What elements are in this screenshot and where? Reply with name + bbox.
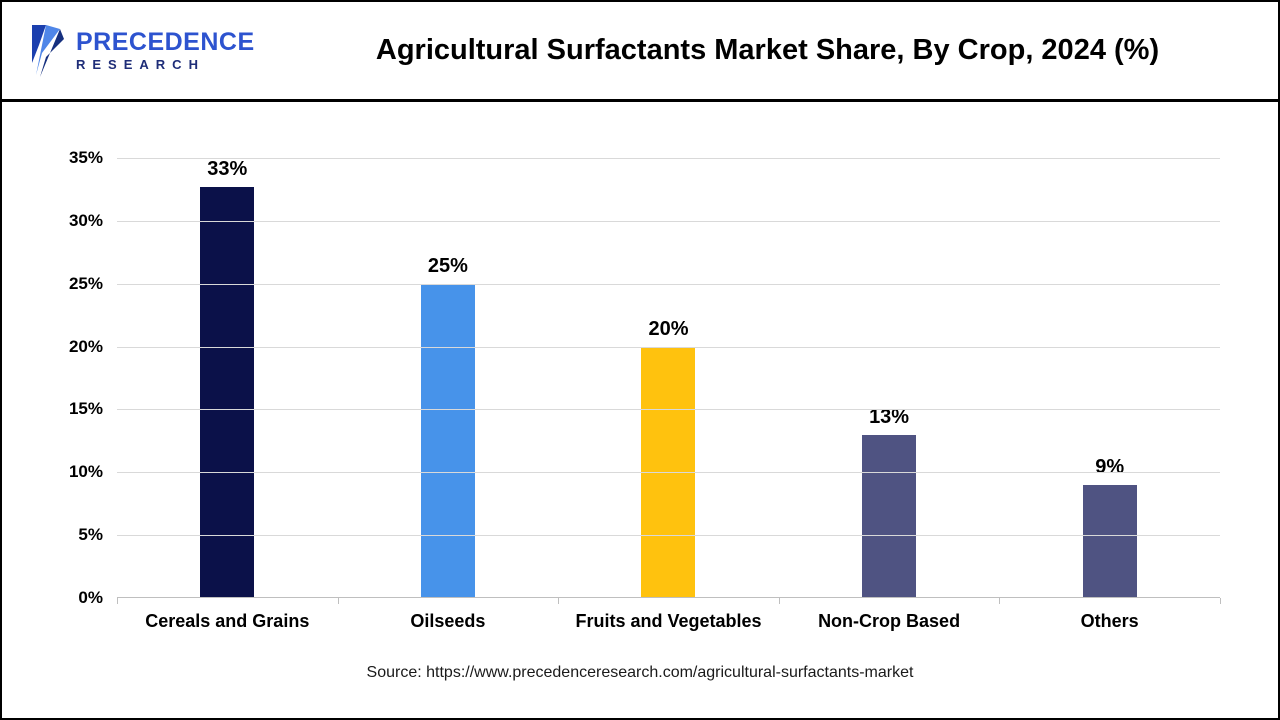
y-axis-spacer [47,611,117,632]
logo-text: PRECEDENCE RESEARCH [76,29,255,72]
bars-row: 33% 25% 20% 13% 9% [117,158,1220,598]
chart-title: Agricultural Surfactants Market Share, B… [375,34,1160,66]
y-tick-label: 30% [68,210,103,230]
bar-slot-non-crop-based: 13% [779,158,1000,598]
bar-chart: 0% 5% 10% 15% 20% 25% 30% 35% 33% 25% 20% 13% 9% Ce… [2,102,1278,632]
bar-slot-cereals-and-grains: 33% [117,158,338,598]
bar-value-label-fruits-and-vegetables: 20% [648,317,689,340]
x-tick-mark [1220,598,1221,604]
bar-slot-oilseeds: 25% [338,158,559,598]
gridline [117,346,1220,348]
bar-slot-others: 9% [999,158,1220,598]
bar-slot-fruits-and-vegetables: 20% [558,158,779,598]
bar-cereals-and-grains [200,187,255,598]
x-tick-mark [337,598,339,604]
x-tick-mark [778,598,780,604]
category-label-fruits-and-vegetables: Fruits and Vegetables [575,611,762,631]
bar-oilseeds [420,283,475,598]
source-text: Source: https://www.precedenceresearch.c… [366,664,914,681]
title-wrap: Agricultural Surfactants Market Share, B… [281,34,1254,67]
gridline [117,220,1220,222]
logo-line2: RESEARCH [76,57,205,73]
y-axis: 0% 5% 10% 15% 20% 25% 30% 35% [47,148,117,607]
bar-others [1082,484,1137,598]
category-labels: Cereals and Grains Oilseeds Fruits and Veg… [117,611,1220,632]
plot-wrap: 0% 5% 10% 15% 20% 25% 30% 35% 33% 25% 20% 13% 9% [47,148,1221,607]
gridline [117,472,1220,474]
category-label-non-crop-based: Non-Crop Based [818,611,961,631]
y-tick-label: 10% [68,462,103,482]
logo-line1: PRECEDENCE [76,28,255,57]
y-tick-label: 25% [68,273,103,293]
footer: Source: https://www.precedenceresearch.c… [2,664,1278,682]
gridline [117,283,1220,285]
y-tick-label: 20% [68,336,103,356]
gridline [117,535,1220,537]
gridline [117,158,1220,159]
header: PRECEDENCE RESEARCH Agricultural Surfact… [2,2,1278,102]
category-label-cereals-and-grains: Cereals and Grains [145,611,310,631]
precedence-research-logo: PRECEDENCE RESEARCH [26,23,281,79]
x-tick-mark [117,598,118,604]
x-axis-line [117,597,1220,598]
gridline [117,409,1220,411]
y-tick-label: 15% [68,399,103,419]
y-tick-label: 35% [68,148,103,167]
category-label-oilseeds: Oilseeds [410,611,486,631]
plot-area: 33% 25% 20% 13% 9% [117,158,1221,604]
x-tick-mark [558,598,560,604]
x-tick-mark [999,598,1001,604]
bar-value-label-others: 9% [1095,455,1125,478]
category-label-others: Others [1080,611,1139,631]
bar-non-crop-based [862,434,917,598]
precedence-logo-icon [32,24,64,77]
bar-value-label-oilseeds: 25% [427,254,468,277]
x-axis-row: Cereals and Grains Oilseeds Fruits and Veg… [47,611,1220,632]
bar-value-label-cereals-and-grains: 33% [207,158,248,180]
y-tick-label: 0% [78,588,103,607]
bar-value-label-non-crop-based: 13% [869,405,910,428]
y-tick-label: 5% [78,525,103,545]
